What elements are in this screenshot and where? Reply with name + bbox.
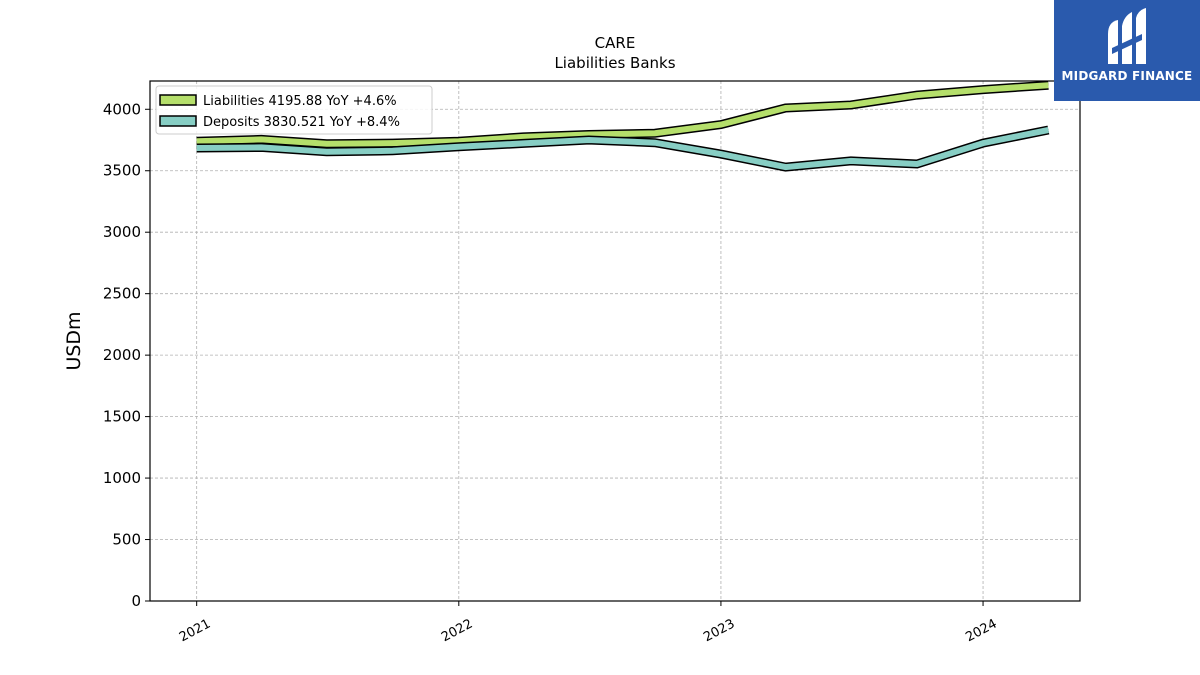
y-tick-label: 2000 [103, 346, 141, 364]
series-lines [196, 80, 1050, 172]
series-line [196, 82, 1049, 147]
brand-logo: MIDGARD FINANCE [1054, 0, 1200, 101]
series-deposits [196, 125, 1050, 172]
x-tick-label: 2023 [701, 617, 737, 646]
legend: Liabilities 4195.88 YoY +4.6% Deposits 38… [155, 85, 433, 135]
grid [150, 81, 1080, 602]
brand-name: MIDGARD FINANCE [1061, 69, 1193, 83]
y-tick-label: 0 [131, 592, 141, 610]
x-tick-label: 2024 [963, 617, 999, 646]
x-tick-label: 2021 [177, 617, 213, 646]
y-tick-label: 500 [112, 531, 141, 549]
plot-border [149, 80, 1081, 602]
midgard-mark-icon [1108, 8, 1146, 64]
y-tick-label: 4000 [103, 100, 141, 118]
series-line [196, 127, 1049, 171]
chart-title: CARE [595, 34, 636, 52]
y-tick-label: 1500 [103, 408, 141, 426]
legend-label: Liabilities 4195.88 YoY +4.6% [203, 94, 397, 109]
y-tick-label: 2500 [103, 285, 141, 303]
y-tick-label: 1000 [103, 469, 141, 487]
legend-swatch [159, 115, 197, 127]
x-tick-label: 2022 [439, 617, 475, 646]
plot-frame [149, 80, 1081, 602]
y-tick-label: 3500 [103, 162, 141, 180]
y-axis-label: USDm [63, 311, 85, 370]
axes: 0 500 1000 1500 2000 2500 3000 3500 4000 2021 2022… [103, 100, 1000, 645]
legend-box [155, 85, 433, 135]
legend-label: Deposits 3830.521 YoY +8.4% [203, 115, 400, 130]
y-tick-label: 3000 [103, 223, 141, 241]
series-liabilities [196, 80, 1049, 149]
legend-swatch [159, 94, 197, 106]
chart-subtitle: Liabilities Banks [554, 54, 675, 72]
